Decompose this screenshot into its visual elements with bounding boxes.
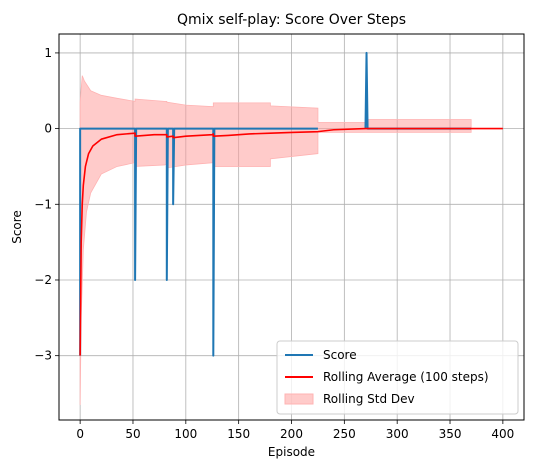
x-tick-label: 200 bbox=[280, 427, 303, 441]
legend-label-rolling-average: Rolling Average (100 steps) bbox=[323, 370, 489, 384]
y-tick-label: −3 bbox=[34, 349, 52, 363]
legend-label-rolling-std: Rolling Std Dev bbox=[323, 392, 415, 406]
score-line bbox=[365, 53, 471, 129]
x-tick-label: 100 bbox=[174, 427, 197, 441]
y-tick-label: −1 bbox=[34, 197, 52, 211]
x-tick-label: 350 bbox=[439, 427, 462, 441]
y-tick-label: 0 bbox=[44, 122, 52, 136]
x-tick-label: 400 bbox=[491, 427, 514, 441]
x-tick-label: 0 bbox=[76, 427, 84, 441]
x-axis-title: Episode bbox=[268, 445, 315, 459]
y-tick-label: 1 bbox=[44, 46, 52, 60]
legend: Score Rolling Average (100 steps) Rollin… bbox=[277, 341, 518, 414]
legend-swatch-rolling-std bbox=[285, 394, 313, 404]
x-tick-label: 250 bbox=[333, 427, 356, 441]
y-axis-title: Score bbox=[10, 210, 24, 244]
y-tick-label: −2 bbox=[34, 273, 52, 287]
x-tick-label: 300 bbox=[386, 427, 409, 441]
x-tick-label: 50 bbox=[125, 427, 140, 441]
x-tick-label: 150 bbox=[227, 427, 250, 441]
chart-title: Qmix self-play: Score Over Steps bbox=[177, 12, 406, 28]
legend-label-score: Score bbox=[323, 348, 357, 362]
